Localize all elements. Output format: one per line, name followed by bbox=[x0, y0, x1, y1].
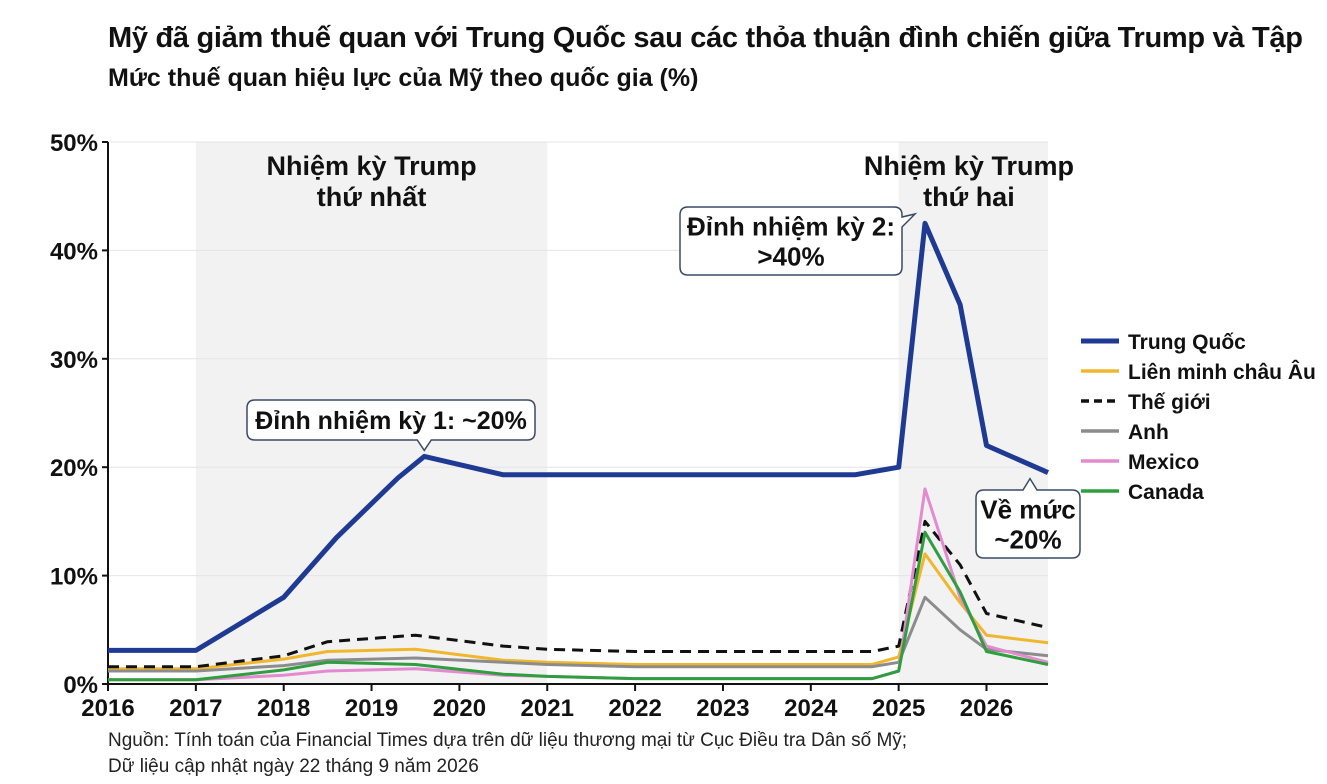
series-line-1 bbox=[108, 220, 1050, 653]
period-label-1-line-1: Nhiệm kỳ Trump bbox=[267, 151, 477, 181]
annotation-back-20-text-2: ~20% bbox=[994, 524, 1061, 554]
x-tick-label: 2025 bbox=[872, 695, 925, 722]
y-tick-label: 50% bbox=[50, 130, 98, 157]
x-tick-label: 2020 bbox=[433, 695, 486, 722]
legend-label-1: Trung Quốc bbox=[1128, 331, 1246, 354]
source-line-2: Dữ liệu cập nhật ngày 22 tháng 9 năm 202… bbox=[108, 756, 479, 777]
x-tick-label: 2022 bbox=[608, 695, 661, 722]
annotation-peak-2-text-2: >40% bbox=[757, 241, 824, 271]
annotation-back-20-box bbox=[975, 477, 1081, 559]
x-tick-label: 2026 bbox=[960, 695, 1013, 722]
annotation-peak-1-text-1: Đỉnh nhiệm kỳ 1: ~20% bbox=[255, 407, 527, 435]
y-tick-label: 10% bbox=[50, 564, 98, 591]
x-tick-label: 2018 bbox=[257, 695, 310, 722]
annotation-peak-2-box bbox=[679, 206, 918, 276]
period-label-1-line-2: thứ nhất bbox=[317, 182, 427, 212]
annotation-back-20-text-1: Về mức bbox=[980, 494, 1075, 524]
x-tick-label: 2017 bbox=[169, 695, 222, 722]
chart-subtitle: Mức thuế quan hiệu lực của Mỹ theo quốc … bbox=[108, 64, 699, 92]
legend-label-4: Anh bbox=[1128, 421, 1169, 444]
shaded-period-2 bbox=[898, 142, 1048, 684]
source-line-1: Nguồn: Tính toán của Financial Times dựa… bbox=[108, 730, 908, 751]
chart-title: Mỹ đã giảm thuế quan với Trung Quốc sau … bbox=[108, 22, 1303, 54]
y-tick-label: 20% bbox=[50, 455, 98, 482]
x-tick-label: 2019 bbox=[345, 695, 398, 722]
x-tick-label: 2023 bbox=[696, 695, 749, 722]
legend-label-5: Mexico bbox=[1128, 451, 1199, 474]
source-note: Nguồn: Tính toán của Financial Times dựa… bbox=[108, 728, 907, 780]
series-line-3 bbox=[108, 519, 1049, 669]
period-label-2-line-2: thứ hai bbox=[923, 182, 1015, 212]
legend-label-3: Thế giới bbox=[1128, 391, 1211, 414]
y-tick-label: 30% bbox=[50, 347, 98, 374]
period-label-2-line-1: Nhiệm kỳ Trump bbox=[864, 151, 1074, 181]
x-tick-label: 2024 bbox=[784, 695, 838, 722]
x-tick-label: 2016 bbox=[81, 695, 134, 722]
series-line-2 bbox=[108, 552, 1049, 671]
y-tick-label: 0% bbox=[63, 672, 98, 699]
annotation-peak-2-text-1: Đỉnh nhiệm kỳ 2: bbox=[687, 211, 895, 241]
legend-label-2: Liên minh châu Âu bbox=[1128, 360, 1316, 384]
series-line-6 bbox=[108, 530, 1049, 682]
annotation-peak-1-box bbox=[246, 399, 536, 452]
y-tick-label: 40% bbox=[50, 238, 98, 265]
legend-label-6: Canada bbox=[1128, 481, 1204, 504]
series-line-4 bbox=[108, 595, 1049, 673]
x-tick-label: 2021 bbox=[521, 695, 574, 722]
